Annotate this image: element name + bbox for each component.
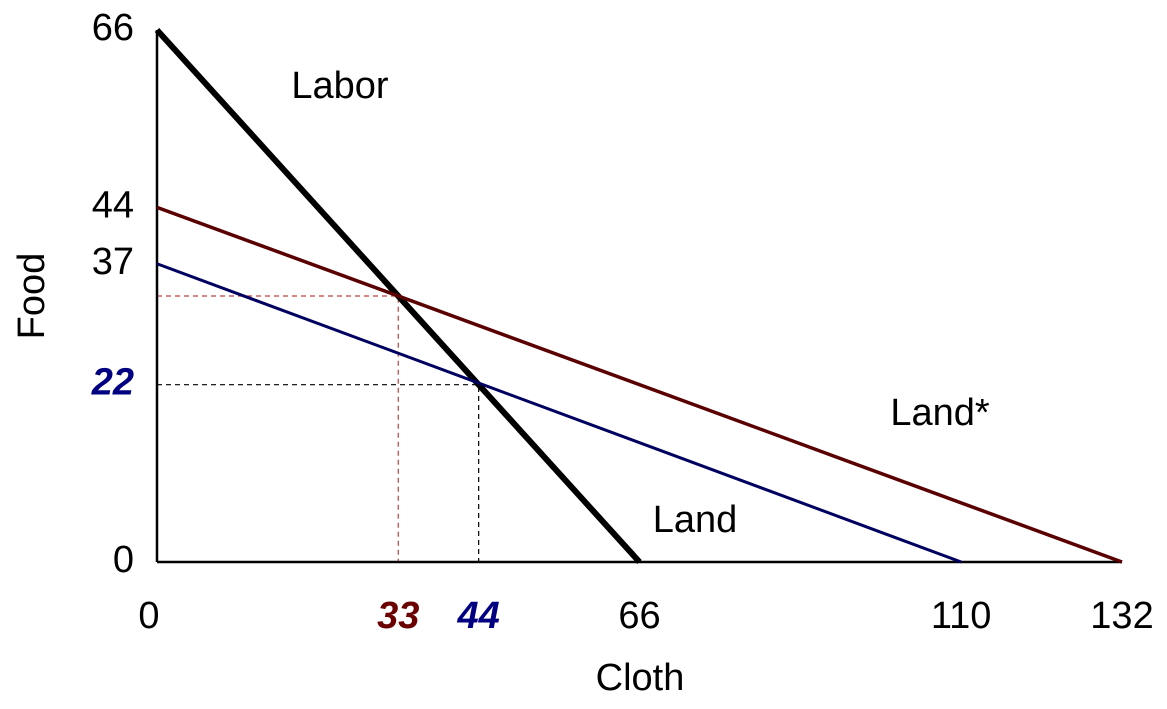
x-tick-label: 0 — [138, 595, 159, 637]
y-tick-label: 22 — [91, 362, 134, 404]
guide-line — [157, 295, 399, 562]
y-tick-label: 44 — [92, 184, 134, 226]
guide-line — [157, 384, 480, 562]
x-tick-label: 66 — [618, 595, 660, 637]
y-tick-label: 37 — [92, 241, 134, 283]
x-tick-label: 33 — [377, 595, 419, 637]
y-tick-label: 66 — [92, 7, 134, 49]
series-line — [156, 262, 962, 564]
series-line — [156, 205, 1123, 564]
y-axis-label: Food — [11, 253, 53, 340]
x-axis-label: Cloth — [596, 657, 685, 699]
x-tick-label: 44 — [457, 595, 500, 637]
x-tick-label: 110 — [931, 595, 992, 637]
y-tick-label: 0 — [113, 539, 134, 581]
series-label: Land* — [890, 392, 990, 434]
x-tick-label: 132 — [1090, 595, 1153, 637]
series-label: Land — [653, 499, 738, 541]
series-label: Labor — [291, 65, 389, 107]
